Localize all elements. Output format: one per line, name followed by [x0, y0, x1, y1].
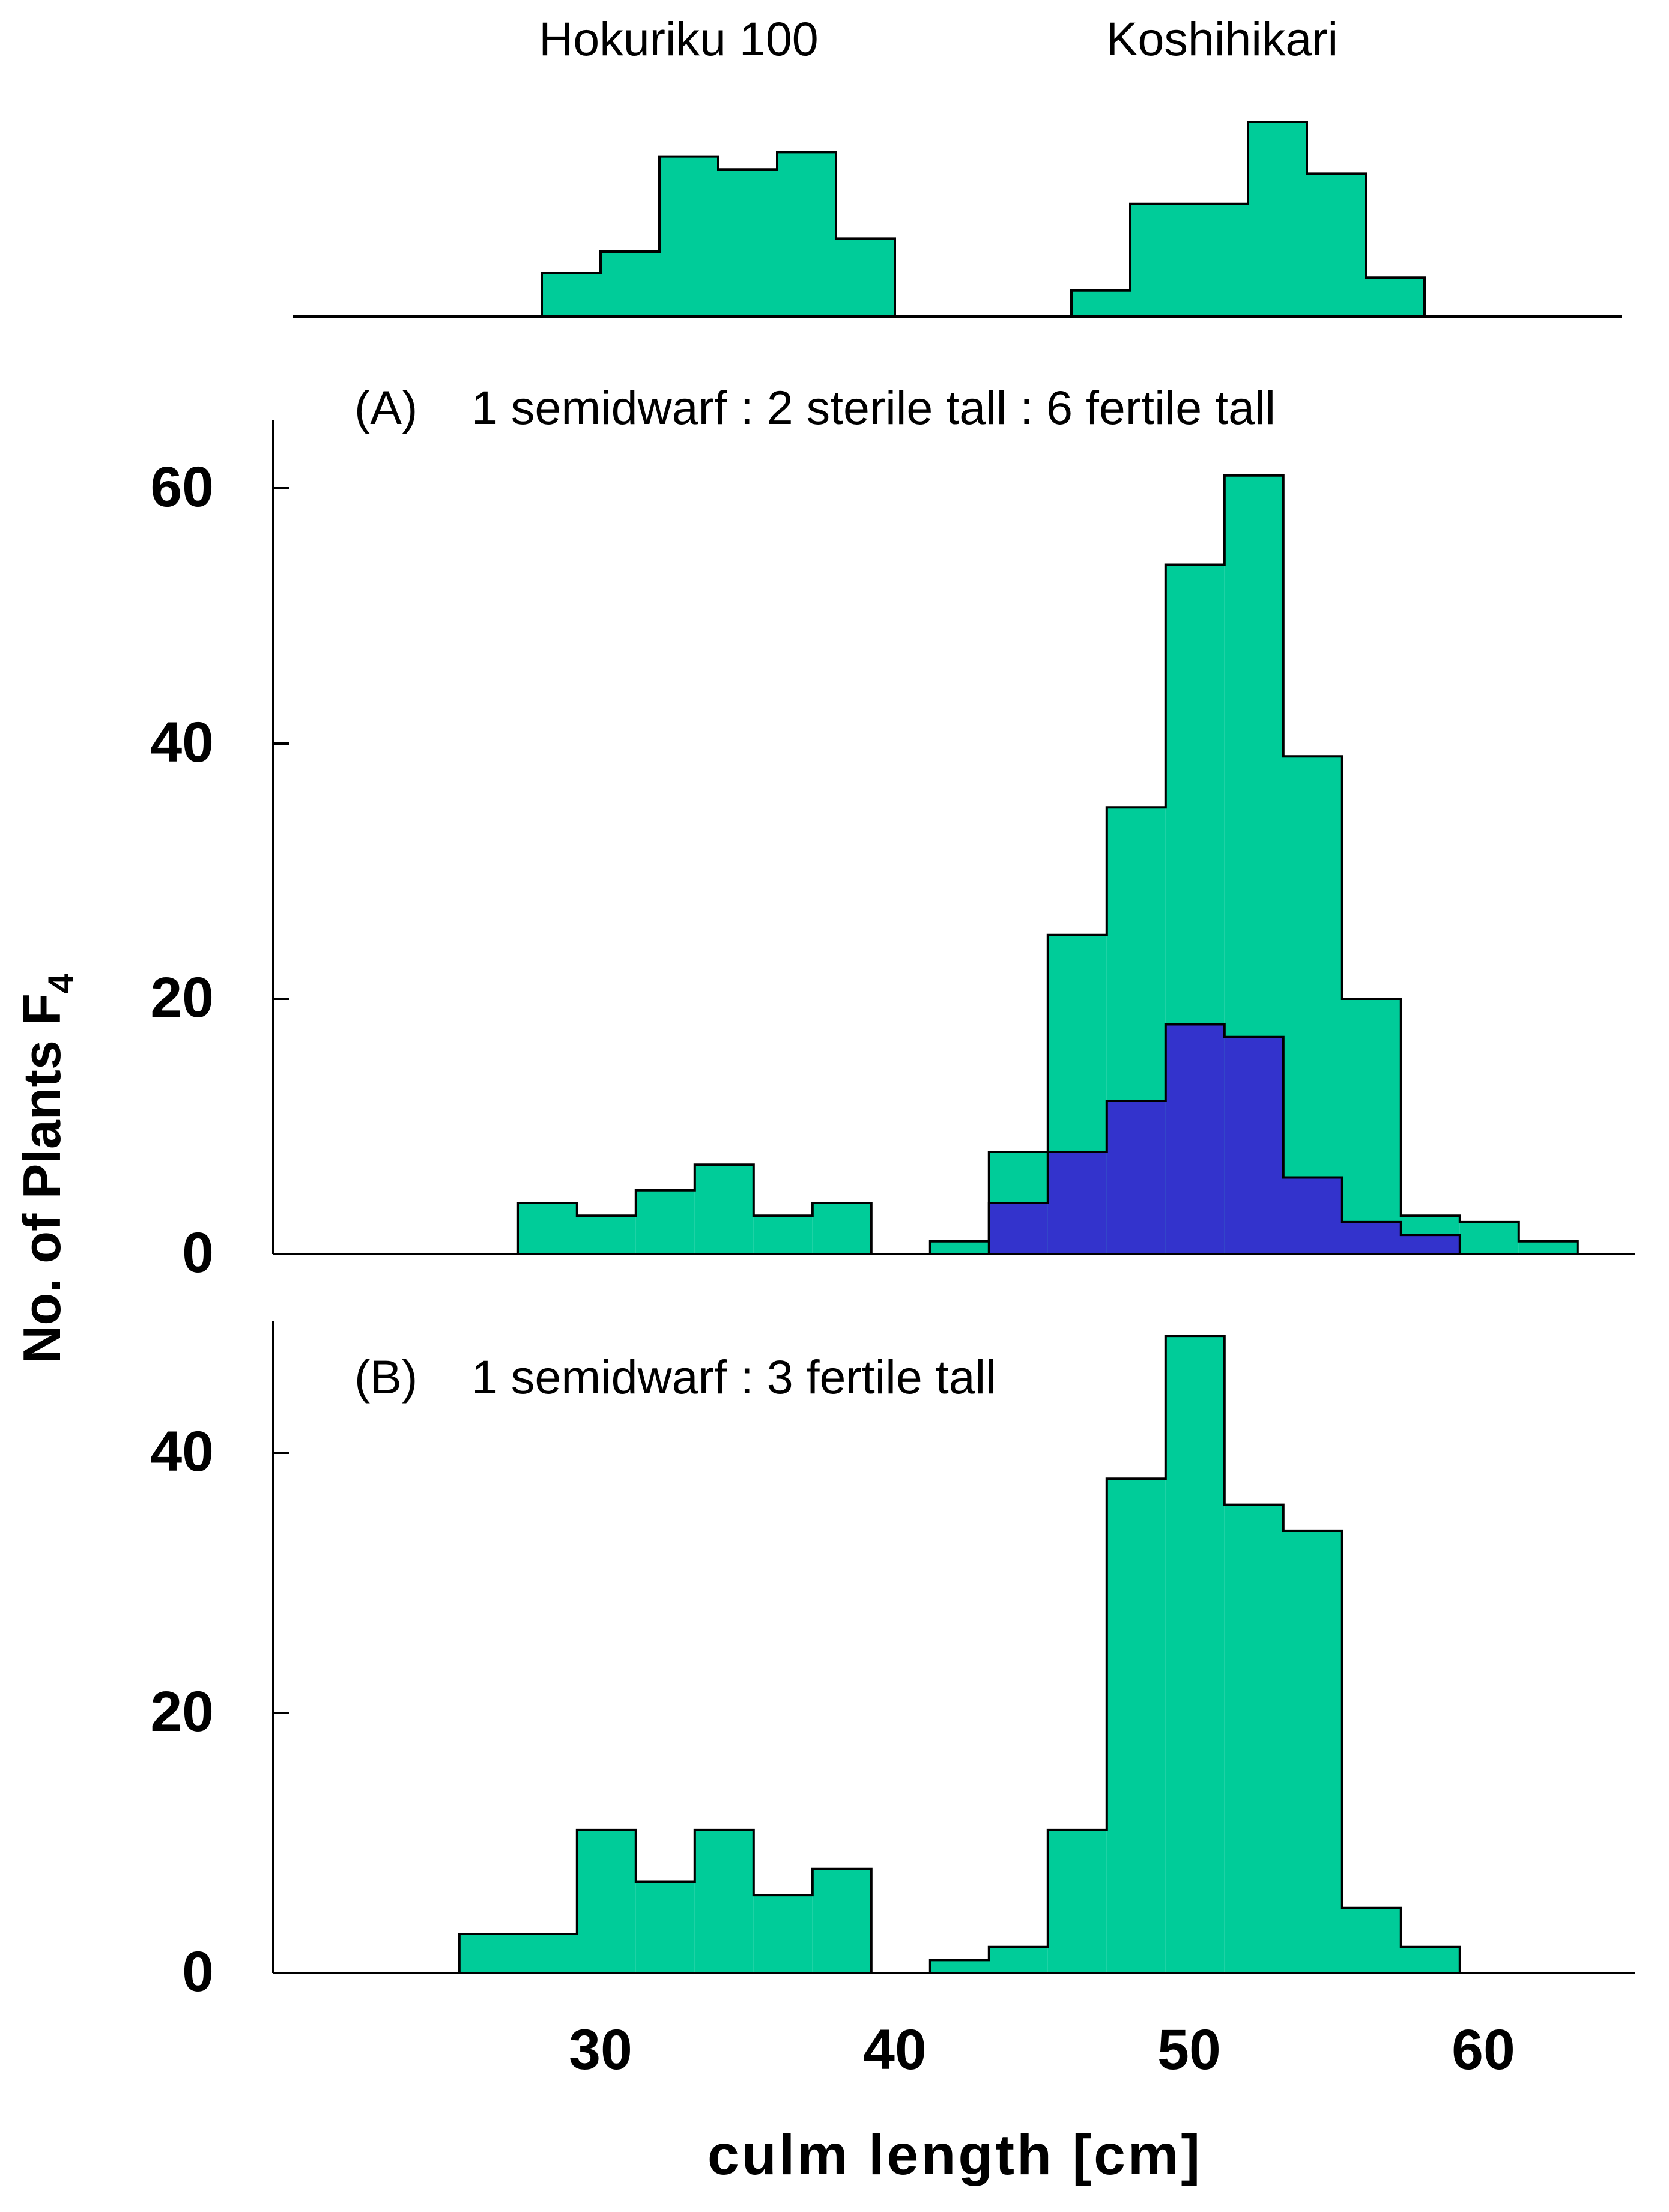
panel-a-total-bar-61.2	[1518, 1241, 1578, 1254]
panel-a-total-bar-55.2	[1342, 999, 1401, 1254]
legend-label-hokuriku-100: Hokuriku 100	[539, 12, 818, 65]
panel-a-total-bar-41.2	[930, 1241, 989, 1254]
panel-b-total-bar-33.2	[694, 1829, 754, 1973]
panel-a-label: (A)	[354, 381, 417, 434]
panel-b-total-bar-41.2	[930, 1960, 989, 1973]
legend-label-koshihikari: Koshihikari	[1106, 12, 1338, 65]
panel-b-ytick-label-20: 20	[150, 1680, 214, 1744]
panel-a-sterile-tall-bar-45.2	[1047, 1152, 1107, 1254]
panel-a-sterile-tall-bar-51.2	[1224, 1037, 1283, 1254]
panel-b-label: (B)	[354, 1350, 417, 1404]
panel-b-total-bar-55.2	[1342, 1907, 1401, 1973]
panel-a-total-bar-29.2	[577, 1216, 636, 1254]
parents-koshihikari-bar-46	[1071, 290, 1130, 317]
parents-koshihikari-bar-50	[1189, 204, 1248, 317]
panel-a-sterile-tall-bar-43.2	[989, 1203, 1048, 1254]
parents-koshihikari-bar-52	[1248, 122, 1307, 317]
parents-koshihikari-bar-54	[1307, 174, 1366, 317]
axes-layer	[272, 315, 1635, 1974]
xtick-label-30: 30	[569, 2018, 632, 2082]
panel-a-ytick-label-20: 20	[150, 966, 214, 1029]
panel-a-total-bar-27.2	[518, 1203, 577, 1254]
panel-a-total-bar-37.2	[812, 1203, 871, 1254]
panel-a-total-outline	[516, 474, 1579, 1254]
panel-a-ytick-label-40: 40	[150, 711, 214, 774]
panel-b-total-bar-29.2	[577, 1829, 636, 1973]
panel-a-total-bar-33.2	[694, 1165, 754, 1254]
panel-b-total-bar-47.2	[1106, 1479, 1166, 1973]
panel-a-sterile-tall-bar-53.2	[1283, 1177, 1342, 1254]
panel-b-total-bar-25.2	[459, 1934, 518, 1973]
panel-b-total-bar-37.2	[812, 1868, 871, 1973]
xtick-label-50: 50	[1157, 2018, 1221, 2082]
xtick-label-40: 40	[863, 2018, 927, 2082]
parents-hokuriku-100-outline	[541, 151, 896, 317]
panel-a-sterile-tall-bar-55.2	[1342, 1222, 1401, 1254]
panel-b-total-bar-43.2	[989, 1947, 1048, 1973]
panel-a-sterile-tall-bar-57.2	[1401, 1235, 1460, 1254]
panel-b-total-bar-27.2	[518, 1934, 577, 1973]
panel-a-sterile-tall-bar-47.2	[1106, 1101, 1166, 1254]
parents-koshihikari-outline	[1070, 121, 1426, 317]
parents-hokuriku-100-bar-28	[542, 273, 601, 317]
panel-a-total-bar-59.2	[1459, 1222, 1519, 1254]
parents-hokuriku-100-bar-38	[836, 238, 895, 317]
panel-b-ratio-title: 1 semidwarf : 3 fertile tall	[471, 1350, 996, 1404]
panel-b-total-bar-53.2	[1283, 1530, 1342, 1973]
panel-b-total-bar-57.2	[1401, 1947, 1460, 1973]
panel-b-ytick-label-0: 0	[182, 1940, 214, 2004]
panel-a-sterile-tall-bar-49.2	[1165, 1024, 1225, 1254]
x-axis-title: culm length [cm]	[707, 2123, 1202, 2187]
panel-a-sterile-tall-outline	[987, 1023, 1461, 1254]
parents-hokuriku-100-bar-30	[601, 252, 659, 317]
panel-b-total-bar-45.2	[1047, 1829, 1107, 1973]
parents-koshihikari-bar-48	[1130, 204, 1189, 317]
parents-koshihikari-bar-56	[1366, 277, 1425, 317]
panel-a-total-bar-35.2	[753, 1216, 813, 1254]
panel-b-total-bar-35.2	[753, 1895, 813, 1973]
panel-b-ytick-label-40: 40	[150, 1420, 214, 1483]
panel-a-ytick-label-0: 0	[182, 1221, 214, 1285]
panel-a-ratio-title: 1 semidwarf : 2 sterile tall : 6 fertile…	[471, 381, 1276, 434]
panel-b-total-outline	[458, 1335, 1461, 1973]
panel-a-total-bar-31.2	[635, 1190, 695, 1254]
y-axis-title-subscript: 4	[41, 973, 81, 993]
parents-hokuriku-100-bar-34	[718, 169, 777, 317]
panel-a-total-bar-53.2	[1283, 756, 1342, 1254]
parents-hokuriku-100-bar-32	[659, 156, 718, 317]
bars-layer	[458, 121, 1579, 1973]
panel-a-ytick-label-60: 60	[150, 455, 214, 519]
y-axis-title-main: No. of Plants F	[12, 993, 71, 1363]
xtick-label-60: 60	[1452, 2018, 1515, 2082]
panel-b-total-bar-51.2	[1224, 1504, 1283, 1973]
parents-hokuriku-100-bar-36	[777, 152, 836, 317]
y-axis-title: No. of Plants F4	[12, 973, 81, 1363]
panel-b-total-bar-31.2	[635, 1882, 695, 1973]
panel-b-total-bar-49.2	[1165, 1336, 1225, 1973]
